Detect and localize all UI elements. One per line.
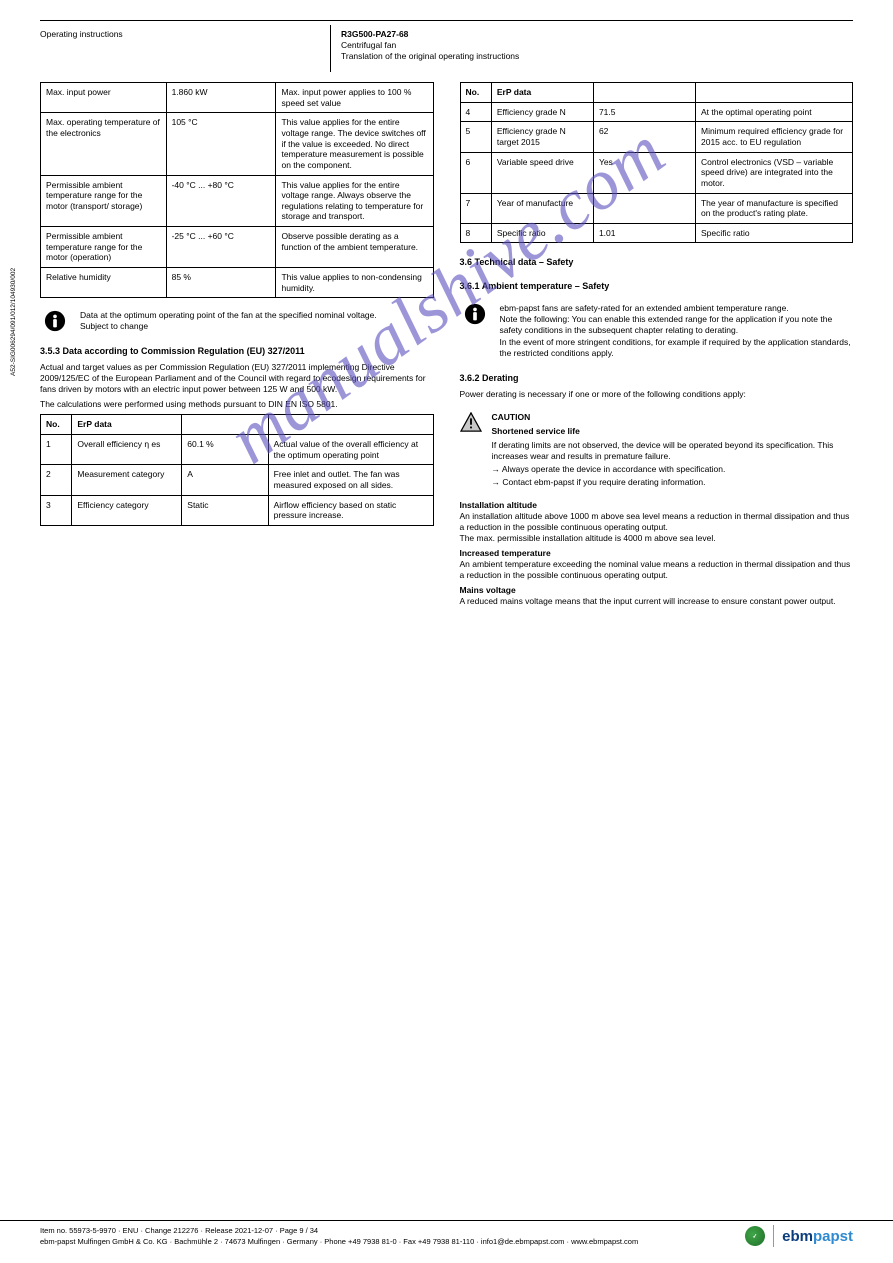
product-code: R3G500-PA27-68 <box>341 29 408 39</box>
cell: At the optimal operating point <box>695 102 852 122</box>
section-heading: 3.5.3 Data according to Commission Regul… <box>40 346 434 356</box>
cell <box>695 83 852 103</box>
cell: Yes <box>593 152 695 193</box>
info-icon <box>44 310 66 332</box>
cell: Control electronics (VSD – variable spee… <box>695 152 852 193</box>
cell: -40 °C ... +80 °C <box>166 175 276 227</box>
header-left: Operating instructions <box>40 25 320 72</box>
cell: Efficiency grade N <box>491 102 593 122</box>
caution-block: CAUTION Shortened service life If derati… <box>460 412 854 490</box>
page-footer: Item no. 55973-5-9970 · ENU · Change 212… <box>0 1220 893 1247</box>
cell: This value applies for the entire voltag… <box>276 113 433 175</box>
cell: This value applies to non-condensing hum… <box>276 267 433 297</box>
cell: 71.5 <box>593 102 695 122</box>
page: Operating instructions R3G500-PA27-68 Ce… <box>0 0 893 671</box>
paragraph: Installation altitude An installation al… <box>460 500 854 544</box>
cell: Static <box>182 495 268 525</box>
erp-table-1: No.ErP data 1Overall efficiency η es60.1… <box>40 414 434 525</box>
footer-right: ✓ ebmpapst <box>745 1225 853 1247</box>
cell: No. <box>460 83 491 103</box>
cell: -25 °C ... +60 °C <box>166 227 276 268</box>
cell <box>268 415 433 435</box>
info-icon <box>464 303 486 325</box>
cell <box>593 83 695 103</box>
info-text: ebm-papst fans are safety-rated for an e… <box>500 303 854 358</box>
page-header: Operating instructions R3G500-PA27-68 Ce… <box>40 25 853 72</box>
section-heading: 3.6.1 Ambient temperature – Safety <box>460 281 854 291</box>
cell: Specific ratio <box>695 223 852 243</box>
cell <box>182 415 268 435</box>
header-divider <box>330 25 331 72</box>
cell: Specific ratio <box>491 223 593 243</box>
cell: Efficiency grade N target 2015 <box>491 122 593 152</box>
info-text: Data at the optimum operating point of t… <box>80 310 434 332</box>
cell: Max. operating temperature of the electr… <box>41 113 167 175</box>
cell: This value applies for the entire voltag… <box>276 175 433 227</box>
right-column: No.ErP data 4Efficiency grade N71.5At th… <box>460 82 854 611</box>
cell: 4 <box>460 102 491 122</box>
cell: 3 <box>41 495 72 525</box>
section-heading: 3.6.2 Derating <box>460 373 854 383</box>
cell: 85 % <box>166 267 276 297</box>
cell: No. <box>41 415 72 435</box>
paragraph: Actual and target values as per Commissi… <box>40 362 434 395</box>
paragraph: Increased temperature An ambient tempera… <box>460 548 854 581</box>
ebmpapst-logo: ebmpapst <box>782 1228 853 1245</box>
cell: Permissible ambient temperature range fo… <box>41 227 167 268</box>
cell: Airflow efficiency based on static press… <box>268 495 433 525</box>
cell: ErP data <box>491 83 593 103</box>
cell: Actual value of the overall efficiency a… <box>268 435 433 465</box>
paragraph: Power derating is necessary if one or mo… <box>460 389 854 400</box>
cell: Permissible ambient temperature range fo… <box>41 175 167 227</box>
cell: 5 <box>460 122 491 152</box>
erp-table-2: No.ErP data 4Efficiency grade N71.5At th… <box>460 82 854 243</box>
green-tech-icon: ✓ <box>744 1225 767 1248</box>
cell: Year of manufacture <box>491 193 593 223</box>
header-right: R3G500-PA27-68 Centrifugal fan Translati… <box>341 25 853 72</box>
info-note-1: Data at the optimum operating point of t… <box>40 310 434 332</box>
product-sub: Centrifugal fan <box>341 40 396 50</box>
cell: 1.860 kW <box>166 83 276 113</box>
cell: 2 <box>41 465 72 495</box>
info-note-2: ebm-papst fans are safety-rated for an e… <box>460 303 854 358</box>
tech-data-table: Max. input power1.860 kWMax. input power… <box>40 82 434 298</box>
cell: Measurement category <box>72 465 182 495</box>
cell: The year of manufacture is specified on … <box>695 193 852 223</box>
cell: A <box>182 465 268 495</box>
left-column: Max. input power1.860 kWMax. input power… <box>40 82 434 611</box>
top-rule <box>40 20 853 21</box>
cell: 60.1 % <box>182 435 268 465</box>
cell: Minimum required efficiency grade for 20… <box>695 122 852 152</box>
cell: 62 <box>593 122 695 152</box>
cell <box>593 193 695 223</box>
cell: 8 <box>460 223 491 243</box>
cell: Max. input power applies to 100 % speed … <box>276 83 433 113</box>
cell: Observe possible derating as a function … <box>276 227 433 268</box>
paragraph: The calculations were performed using me… <box>40 399 434 410</box>
columns: Max. input power1.860 kWMax. input power… <box>40 82 853 611</box>
cell: Variable speed drive <box>491 152 593 193</box>
cell: Efficiency category <box>72 495 182 525</box>
cell: 1 <box>41 435 72 465</box>
warning-icon <box>460 412 482 432</box>
cell: Free inlet and outlet. The fan was measu… <box>268 465 433 495</box>
cell: Max. input power <box>41 83 167 113</box>
cell: 7 <box>460 193 491 223</box>
side-code: A52-SIG006294/091/012/104930/002 <box>10 268 17 376</box>
caution-text: CAUTION Shortened service life If derati… <box>492 412 854 490</box>
section-heading: 3.6 Technical data – Safety <box>460 257 854 267</box>
paragraph: Mains voltage A reduced mains voltage me… <box>460 585 854 607</box>
separator <box>773 1225 774 1247</box>
cell: ErP data <box>72 415 182 435</box>
cell: 6 <box>460 152 491 193</box>
cell: 1.01 <box>593 223 695 243</box>
cell: Relative humidity <box>41 267 167 297</box>
cell: 105 °C <box>166 113 276 175</box>
product-lang: Translation of the original operating in… <box>341 51 519 61</box>
cell: Overall efficiency η es <box>72 435 182 465</box>
footer-left: Item no. 55973-5-9970 · ENU · Change 212… <box>40 1226 638 1246</box>
